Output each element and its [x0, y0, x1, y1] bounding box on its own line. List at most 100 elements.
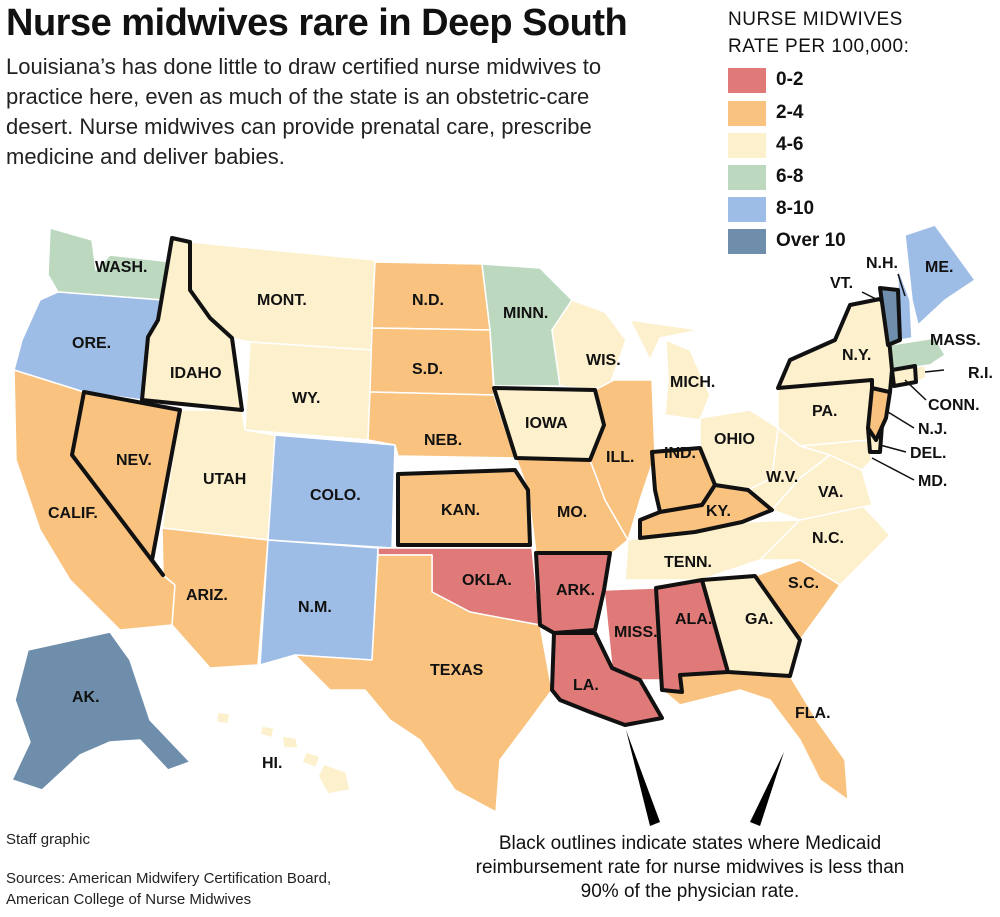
note-pointer-left: [626, 730, 660, 826]
state-ny: [776, 296, 894, 394]
state-label-nj: N.J.: [918, 421, 947, 438]
state-label-mo: MO.: [557, 504, 587, 521]
legend-swatch: [728, 197, 766, 222]
legend-swatch: [728, 133, 766, 158]
state-label-nc: N.C.: [812, 530, 844, 547]
state-label-ut: UTAH: [203, 471, 246, 488]
state-label-mn: MINN.: [503, 305, 548, 322]
state-label-vt: VT.: [830, 275, 853, 292]
state-hi: [215, 711, 351, 795]
state-label-tn: TENN.: [664, 554, 712, 571]
state-label-nd: N.D.: [412, 292, 444, 309]
note-pointer-right: [750, 752, 784, 826]
state-label-ia: IOWA: [525, 415, 568, 432]
state-label-la: LA.: [573, 677, 599, 694]
state-ks: [396, 468, 532, 547]
legend-item-8-10: 8-10: [728, 197, 928, 225]
state-label-ct: CONN.: [928, 397, 980, 414]
state-label-nm: N.M.: [298, 599, 332, 616]
state-label-ar: ARK.: [556, 582, 595, 599]
state-label-ma: MASS.: [930, 332, 981, 349]
legend-label: Over 10: [776, 230, 846, 251]
legend-swatch: [728, 68, 766, 93]
state-ia: [492, 386, 606, 462]
state-label-nh: N.H.: [866, 255, 898, 272]
legend: NURSE MIDWIVES RATE PER 100,000: 0-2 2-4…: [728, 6, 998, 254]
state-id: [140, 236, 244, 412]
state-label-va: VA.: [818, 484, 843, 501]
legend-title: NURSE MIDWIVES RATE PER 100,000:: [728, 9, 910, 57]
state-label-ms: MISS.: [614, 624, 658, 641]
state-wi: [551, 299, 627, 391]
legend-label: 4-6: [776, 134, 804, 155]
state-ne: [367, 391, 516, 459]
state-label-ca: CALIF.: [48, 505, 98, 522]
state-label-wy: WY.: [292, 390, 320, 407]
legend-item-over-10: Over 10: [728, 229, 928, 257]
state-label-or: ORE.: [72, 335, 111, 352]
state-ky: [638, 483, 774, 540]
state-label-ak: AK.: [72, 689, 100, 706]
state-ct: [890, 364, 918, 388]
state-label-mi: MICH.: [670, 374, 715, 391]
legend-label: 0-2: [776, 69, 804, 90]
legend-item-4-6: 4-6: [728, 133, 928, 161]
state-label-wv: W.V.: [766, 469, 798, 486]
state-label-il: ILL.: [606, 449, 634, 466]
state-label-az: ARIZ.: [186, 587, 228, 604]
sources-line-2: American College of Nurse Midwives: [6, 891, 252, 908]
state-label-al: ALA.: [675, 611, 712, 628]
state-label-ny: N.Y.: [842, 347, 871, 364]
map-title: Nurse midwives rare in Deep South: [6, 2, 628, 44]
state-label-md: MD.: [918, 473, 947, 490]
state-fl: [661, 671, 849, 801]
legend-item-6-8: 6-8: [728, 165, 928, 193]
legend-swatch: [728, 101, 766, 126]
state-ms: [603, 587, 663, 681]
state-me: [904, 224, 976, 326]
legend-label: 2-4: [776, 102, 804, 123]
state-label-fl: FLA.: [795, 705, 831, 722]
state-label-pa: PA.: [812, 403, 837, 420]
state-label-co: COLO.: [310, 487, 361, 504]
legend-swatch: [728, 229, 766, 254]
state-label-sd: S.D.: [412, 361, 443, 378]
state-nv: [70, 390, 182, 577]
state-label-ok: OKLA.: [462, 572, 512, 589]
state-ar: [534, 551, 612, 635]
state-ak: [11, 631, 191, 791]
state-tx: [294, 554, 553, 813]
state-label-sc: S.C.: [788, 575, 819, 592]
state-label-me: ME.: [925, 259, 953, 276]
state-label-ky: KY.: [706, 503, 731, 520]
state-label-ne: NEB.: [424, 432, 462, 449]
map-subtitle: Louisiana’s has done little to draw cert…: [6, 54, 602, 169]
state-label-oh: OHIO: [714, 431, 755, 448]
state-ga: [700, 574, 802, 678]
state-label-wi: WIS.: [586, 352, 621, 369]
state-label-ks: KAN.: [441, 502, 480, 519]
sources-line-1: Sources: American Midwifery Certificatio…: [6, 870, 332, 887]
legend-label: 6-8: [776, 166, 804, 187]
state-la: [550, 631, 664, 727]
legend-label: 8-10: [776, 198, 815, 219]
state-label-ga: GA.: [745, 611, 773, 628]
state-label-ri: R.I.: [968, 365, 993, 382]
state-nj: [866, 386, 892, 442]
legend-item-2-4: 2-4: [728, 101, 928, 129]
state-label-id: IDAHO: [170, 365, 222, 382]
label-leader-lines: [861, 273, 945, 481]
state-label-de: DEL.: [910, 445, 946, 462]
legend-item-0-2: 0-2: [728, 68, 928, 96]
state-label-mt: MONT.: [257, 292, 307, 309]
credit: Staff graphic: [6, 831, 90, 848]
state-label-wa: WASH.: [95, 259, 147, 276]
state-label-tx: TEXAS: [430, 662, 484, 679]
state-label-in: IND.: [664, 445, 696, 462]
state-label-nv: NEV.: [116, 452, 152, 469]
state-vt: [878, 286, 902, 347]
state-label-hi: HI.: [262, 755, 282, 772]
outline-note: Black outlines indicate states where Med…: [475, 833, 905, 902]
legend-swatch: [728, 165, 766, 190]
